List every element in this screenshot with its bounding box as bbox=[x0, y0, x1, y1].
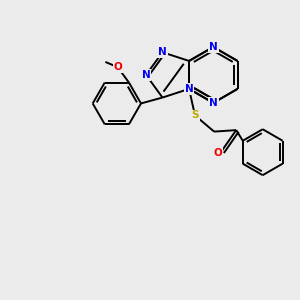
Text: N: N bbox=[209, 42, 218, 52]
Text: N: N bbox=[142, 70, 150, 80]
Text: N: N bbox=[142, 70, 150, 80]
Text: N: N bbox=[185, 84, 194, 94]
Text: O: O bbox=[214, 148, 222, 158]
Text: N: N bbox=[209, 98, 218, 108]
Text: N: N bbox=[158, 47, 167, 57]
Text: N: N bbox=[158, 47, 167, 57]
Text: O: O bbox=[113, 62, 122, 72]
Text: N: N bbox=[209, 98, 218, 108]
Text: N: N bbox=[209, 42, 218, 52]
Text: S: S bbox=[191, 110, 199, 120]
